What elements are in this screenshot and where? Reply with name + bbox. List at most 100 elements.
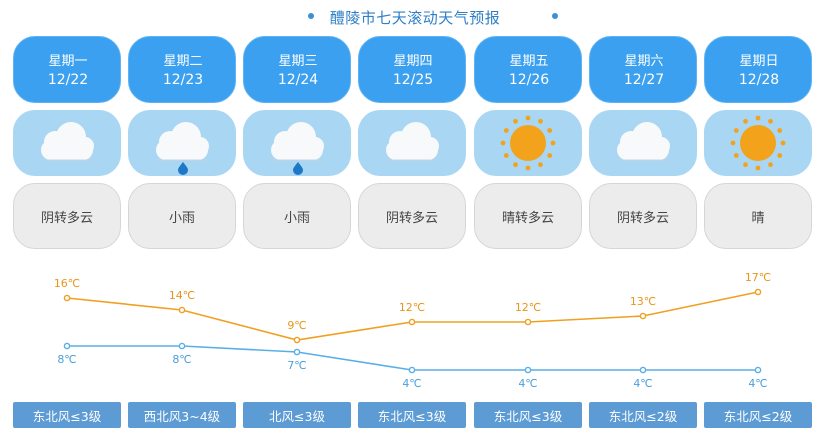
cloud-shape: [617, 122, 670, 161]
wind-text: 东北风≤3级: [493, 409, 563, 424]
low-temp-point: [408, 366, 416, 374]
day-name: 星期一: [48, 54, 88, 69]
high-temp-label: 12℃: [399, 301, 425, 314]
day-name: 星期三: [278, 54, 318, 69]
high-temp-point: [178, 306, 186, 314]
low-temp-line: [67, 345, 758, 371]
day-header[interactable]: 星期四 12/25: [358, 36, 466, 103]
title-right-dot-icon: [552, 13, 558, 19]
low-temp-label: 4℃: [518, 377, 537, 390]
weather-description: 小雨: [243, 183, 351, 249]
wind-badge: 北风≤3级: [243, 402, 351, 428]
day-date: 12/23: [162, 72, 204, 88]
wind-text: 北风≤3级: [269, 409, 325, 424]
raindrop-shape: [178, 162, 188, 175]
day-column: 星期三 12/24 小雨北风≤3级: [243, 36, 351, 441]
high-temp-label: 16℃: [54, 277, 80, 290]
day-column: 星期一 12/22 阴转多云东北风≤3级: [13, 36, 121, 441]
day-name: 星期二: [163, 54, 203, 69]
day-name: 星期六: [624, 54, 664, 69]
wind-text: 西北风3~4级: [143, 409, 221, 424]
title-bar: 醴陵市七天滚动天气预报: [0, 0, 827, 34]
cloud-shape: [386, 122, 439, 161]
high-temp-point: [293, 336, 301, 344]
sun-shape: [500, 115, 556, 171]
wind-text: 东北风≤3级: [32, 409, 102, 424]
high-temp-label: 14℃: [169, 289, 195, 302]
wind-text: 东北风≤2级: [723, 409, 793, 424]
sun-shape: [730, 115, 786, 171]
low-temp-label: 4℃: [633, 377, 652, 390]
high-temp-label: 12℃: [515, 301, 541, 314]
cloud-shape: [156, 122, 209, 161]
high-temp-point: [639, 312, 647, 320]
weather-description: 阴转多云: [589, 183, 697, 249]
day-date: 12/28: [738, 72, 780, 88]
day-header[interactable]: 星期三 12/24: [243, 36, 351, 103]
weather-description-text: 小雨: [283, 211, 310, 226]
low-temp-point: [754, 366, 762, 374]
wind-badge: 西北风3~4级: [128, 402, 236, 428]
low-temp-label: 7℃: [287, 359, 306, 372]
day-column: 星期日 12/28 晴东北风≤2级: [704, 36, 812, 441]
title-left-dot-icon: [308, 13, 314, 19]
low-temp-point: [524, 366, 532, 374]
day-header[interactable]: 星期二 12/23: [128, 36, 236, 103]
overcast-cloud-icon: [13, 110, 121, 176]
weather-description: 晴: [704, 183, 812, 249]
day-date: 12/27: [623, 72, 665, 88]
weather-description-text: 晴转多云: [501, 211, 554, 226]
day-date: 12/25: [392, 72, 434, 88]
day-column: 星期六 12/27 阴转多云东北风≤2级: [589, 36, 697, 441]
rain-cloud-icon: [128, 110, 236, 176]
wind-text: 东北风≤2级: [608, 409, 678, 424]
low-temp-label: 4℃: [748, 377, 767, 390]
overcast-cloud-icon: [589, 110, 697, 176]
page-title: 醴陵市七天滚动天气预报: [329, 9, 501, 27]
day-header[interactable]: 星期日 12/28: [704, 36, 812, 103]
low-temp-label: 8℃: [172, 353, 191, 366]
high-temp-point: [524, 318, 532, 326]
low-temp-point: [63, 342, 71, 350]
sun-icon: [704, 110, 812, 176]
day-date: 12/26: [508, 72, 550, 88]
cloud-shape: [41, 122, 94, 161]
overcast-cloud-icon: [358, 110, 466, 176]
low-temp-label: 8℃: [57, 353, 76, 366]
high-temp-point: [63, 294, 71, 302]
day-column: 星期二 12/23 小雨西北风3~4级: [128, 36, 236, 441]
sun-icon: [474, 110, 582, 176]
wind-badge: 东北风≤2级: [589, 402, 697, 428]
low-temp-label: 4℃: [402, 377, 421, 390]
wind-badge: 东北风≤3级: [474, 402, 582, 428]
raindrop-shape: [293, 162, 303, 175]
weather-description-text: 阴转多云: [385, 211, 438, 226]
weather-description-text: 晴: [751, 211, 765, 226]
day-name: 星期四: [393, 54, 433, 69]
weather-description-text: 小雨: [168, 211, 195, 226]
high-temp-point: [408, 318, 416, 326]
high-temp-label: 9℃: [287, 319, 306, 332]
weather-description: 晴转多云: [474, 183, 582, 249]
high-temp-point: [754, 288, 762, 296]
weather-description: 阴转多云: [13, 183, 121, 249]
low-temp-point: [178, 342, 186, 350]
weather-description-text: 阴转多云: [40, 211, 93, 226]
weather-description: 小雨: [128, 183, 236, 249]
low-temp-point: [293, 348, 301, 356]
weather-description-text: 阴转多云: [616, 211, 669, 226]
day-header[interactable]: 星期一 12/22: [13, 36, 121, 103]
high-temp-label: 13℃: [630, 295, 656, 308]
weather-description: 阴转多云: [358, 183, 466, 249]
day-column: 星期五 12/26 晴转多云东北风≤3级: [474, 36, 582, 441]
low-temp-point: [639, 366, 647, 374]
day-column: 星期四 12/25 阴转多云东北风≤3级: [358, 36, 466, 441]
high-temp-label: 17℃: [745, 271, 771, 284]
day-name: 星期五: [509, 54, 549, 69]
day-header[interactable]: 星期五 12/26: [474, 36, 582, 103]
day-date: 12/22: [47, 72, 89, 88]
rain-cloud-icon: [243, 110, 351, 176]
day-header[interactable]: 星期六 12/27: [589, 36, 697, 103]
wind-badge: 东北风≤3级: [358, 402, 466, 428]
